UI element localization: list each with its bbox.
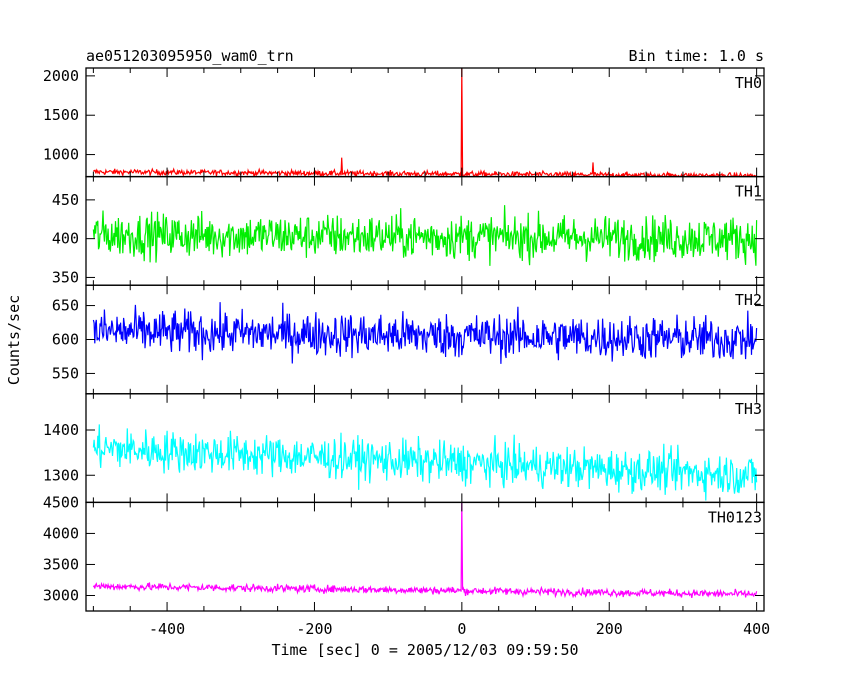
panel-TH0123-ytick-label: 3000: [43, 586, 79, 604]
panel-TH2-ytick-label: 650: [52, 297, 79, 315]
x-tick-label: 0: [457, 620, 466, 638]
series-TH2-line: [92, 302, 758, 364]
x-tick-label: 200: [596, 620, 623, 638]
panel-TH2-ytick-label: 600: [52, 331, 79, 349]
panel-TH3-ytick-label: 1400: [43, 421, 79, 439]
series-TH1-line: [92, 205, 758, 266]
x-tick-label: -400: [149, 620, 185, 638]
x-tick-label: -200: [296, 620, 332, 638]
panel-TH0-ytick-label: 1500: [43, 106, 79, 124]
x-tick-label: 400: [743, 620, 770, 638]
panel-TH0123-label: TH0123: [708, 508, 762, 526]
series-TH0123-line: [92, 502, 758, 599]
panel-TH0-frame: [85, 67, 765, 178]
panel-TH0123-ytick-label: 3500: [43, 555, 79, 573]
panel-TH3-label: TH3: [735, 400, 762, 418]
panel-TH1-ytick-label: 350: [52, 268, 79, 286]
panel-TH3-ytick-label: 1300: [43, 466, 79, 484]
series-TH3-line: [92, 424, 758, 501]
panel-TH0-label: TH0: [735, 74, 762, 92]
panel-TH1-label: TH1: [735, 183, 762, 201]
chart-title: ae051203095950_wam0_trn: [86, 47, 294, 65]
bin-time-label: Bin time: 1.0 s: [629, 47, 764, 65]
series-TH0-line: [93, 68, 758, 177]
panel-TH0123-ytick-label: 4500: [43, 493, 79, 511]
panel-TH2-label: TH2: [735, 291, 762, 309]
y-axis-label: Counts/sec: [5, 295, 23, 385]
panel-TH2-ytick-label: 550: [52, 364, 79, 382]
x-axis-label: Time [sec] 0 = 2005/12/03 09:59:50: [271, 641, 578, 659]
panel-TH0123-ytick-label: 4000: [43, 524, 79, 542]
panel-TH1-ytick-label: 450: [52, 191, 79, 209]
panel-TH0-ytick-label: 2000: [43, 67, 79, 85]
panel-TH0-ytick-label: 1000: [43, 146, 79, 164]
panel-TH1-ytick-label: 400: [52, 230, 79, 248]
